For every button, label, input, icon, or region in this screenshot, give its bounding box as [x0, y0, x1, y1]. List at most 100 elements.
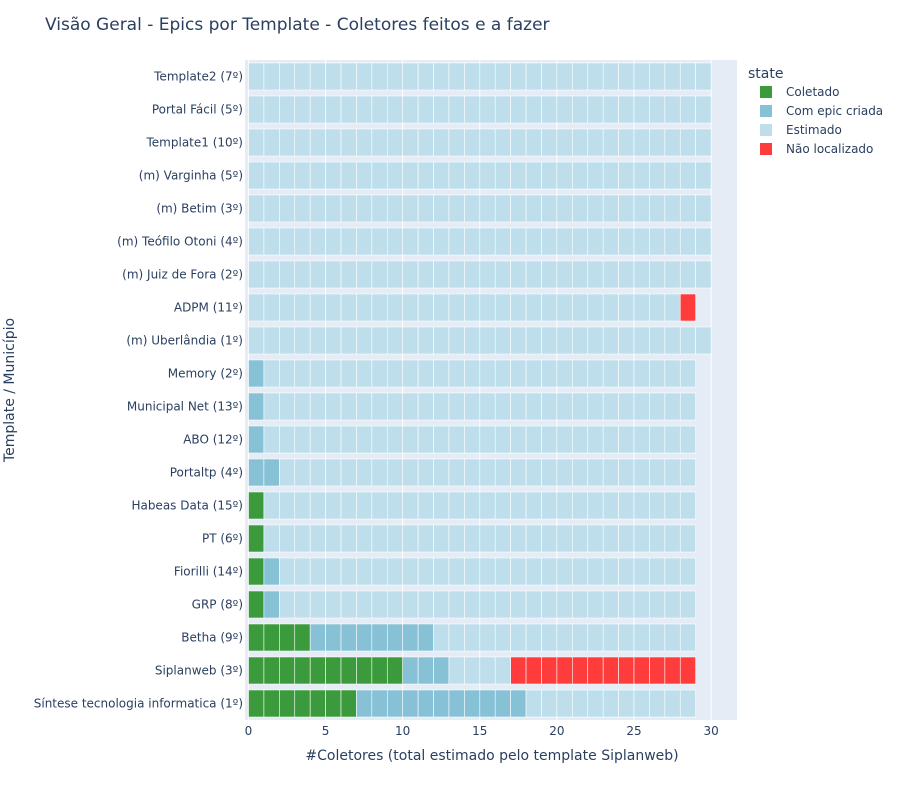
- bar-segment[interactable]: [602, 293, 619, 322]
- bar-segment[interactable]: [464, 293, 481, 322]
- bar-segment[interactable]: [679, 656, 696, 685]
- bar-segment[interactable]: [525, 62, 542, 91]
- bar-segment[interactable]: [309, 524, 326, 553]
- bar-segment[interactable]: [294, 557, 311, 586]
- bar-segment[interactable]: [618, 326, 635, 355]
- bar-segment[interactable]: [325, 62, 342, 91]
- bar-segment[interactable]: [633, 425, 650, 454]
- legend-swatch[interactable]: [760, 105, 772, 117]
- bar-segment[interactable]: [525, 656, 542, 685]
- bar-segment[interactable]: [541, 293, 558, 322]
- bar-segment[interactable]: [510, 425, 527, 454]
- bar-segment[interactable]: [649, 359, 666, 388]
- bar-segment[interactable]: [679, 458, 696, 487]
- bar-segment[interactable]: [263, 425, 280, 454]
- bar-segment[interactable]: [649, 62, 666, 91]
- bar-segment[interactable]: [417, 491, 434, 520]
- bar-segment[interactable]: [464, 326, 481, 355]
- bar-segment[interactable]: [294, 524, 311, 553]
- bar-segment[interactable]: [572, 491, 589, 520]
- bar-segment[interactable]: [433, 128, 450, 157]
- bar-segment[interactable]: [325, 392, 342, 421]
- bar-segment[interactable]: [587, 260, 604, 289]
- bar-segment[interactable]: [464, 458, 481, 487]
- bar-segment[interactable]: [556, 656, 573, 685]
- bar-segment[interactable]: [541, 491, 558, 520]
- bar-segment[interactable]: [325, 524, 342, 553]
- bar-segment[interactable]: [279, 95, 296, 124]
- bar-segment[interactable]: [633, 491, 650, 520]
- bar-segment[interactable]: [664, 260, 681, 289]
- bar-segment[interactable]: [448, 227, 465, 256]
- bar-segment[interactable]: [510, 194, 527, 223]
- bar-segment[interactable]: [510, 458, 527, 487]
- bar-segment[interactable]: [525, 161, 542, 190]
- bar-segment[interactable]: [417, 95, 434, 124]
- bar-segment[interactable]: [572, 326, 589, 355]
- bar-segment[interactable]: [464, 425, 481, 454]
- bar-segment[interactable]: [679, 128, 696, 157]
- bar-segment[interactable]: [325, 260, 342, 289]
- bar-segment[interactable]: [572, 590, 589, 619]
- bar-segment[interactable]: [479, 425, 496, 454]
- bar-segment[interactable]: [294, 425, 311, 454]
- bar-segment[interactable]: [263, 656, 280, 685]
- bar-segment[interactable]: [402, 194, 419, 223]
- bar-segment[interactable]: [556, 458, 573, 487]
- bar-segment[interactable]: [340, 689, 357, 718]
- bar-segment[interactable]: [494, 128, 511, 157]
- bar-segment[interactable]: [356, 425, 373, 454]
- bar-segment[interactable]: [649, 392, 666, 421]
- bar-segment[interactable]: [664, 95, 681, 124]
- bar-segment[interactable]: [587, 623, 604, 652]
- bar-segment[interactable]: [248, 689, 265, 718]
- bar-segment[interactable]: [464, 161, 481, 190]
- bar-segment[interactable]: [309, 557, 326, 586]
- bar-segment[interactable]: [448, 425, 465, 454]
- bar-segment[interactable]: [386, 95, 403, 124]
- bar-segment[interactable]: [556, 194, 573, 223]
- bar-segment[interactable]: [402, 62, 419, 91]
- bar-segment[interactable]: [618, 425, 635, 454]
- bar-segment[interactable]: [386, 326, 403, 355]
- bar-segment[interactable]: [356, 524, 373, 553]
- legend-label[interactable]: Não localizado: [786, 142, 873, 156]
- legend-swatch[interactable]: [760, 86, 772, 98]
- bar-segment[interactable]: [448, 95, 465, 124]
- bar-segment[interactable]: [633, 293, 650, 322]
- bar-segment[interactable]: [309, 689, 326, 718]
- bar-segment[interactable]: [494, 260, 511, 289]
- bar-segment[interactable]: [356, 194, 373, 223]
- bar-segment[interactable]: [263, 194, 280, 223]
- bar-segment[interactable]: [525, 491, 542, 520]
- bar-segment[interactable]: [371, 359, 388, 388]
- bar-segment[interactable]: [633, 194, 650, 223]
- bar-segment[interactable]: [479, 260, 496, 289]
- bar-segment[interactable]: [279, 656, 296, 685]
- bar-segment[interactable]: [510, 689, 527, 718]
- bar-segment[interactable]: [371, 293, 388, 322]
- bar-segment[interactable]: [309, 425, 326, 454]
- bar-segment[interactable]: [417, 260, 434, 289]
- bar-segment[interactable]: [618, 95, 635, 124]
- bar-segment[interactable]: [417, 359, 434, 388]
- bar-segment[interactable]: [279, 557, 296, 586]
- bar-segment[interactable]: [679, 689, 696, 718]
- bar-segment[interactable]: [417, 194, 434, 223]
- bar-segment[interactable]: [263, 491, 280, 520]
- bar-segment[interactable]: [695, 326, 712, 355]
- bar-segment[interactable]: [448, 326, 465, 355]
- bar-segment[interactable]: [402, 359, 419, 388]
- bar-segment[interactable]: [510, 62, 527, 91]
- bar-segment[interactable]: [433, 689, 450, 718]
- bar-segment[interactable]: [525, 392, 542, 421]
- bar-segment[interactable]: [510, 227, 527, 256]
- bar-segment[interactable]: [479, 227, 496, 256]
- bar-segment[interactable]: [279, 194, 296, 223]
- bar-segment[interactable]: [371, 194, 388, 223]
- bar-segment[interactable]: [309, 359, 326, 388]
- bar-segment[interactable]: [448, 293, 465, 322]
- bar-segment[interactable]: [556, 524, 573, 553]
- bar-segment[interactable]: [340, 293, 357, 322]
- bar-segment[interactable]: [356, 128, 373, 157]
